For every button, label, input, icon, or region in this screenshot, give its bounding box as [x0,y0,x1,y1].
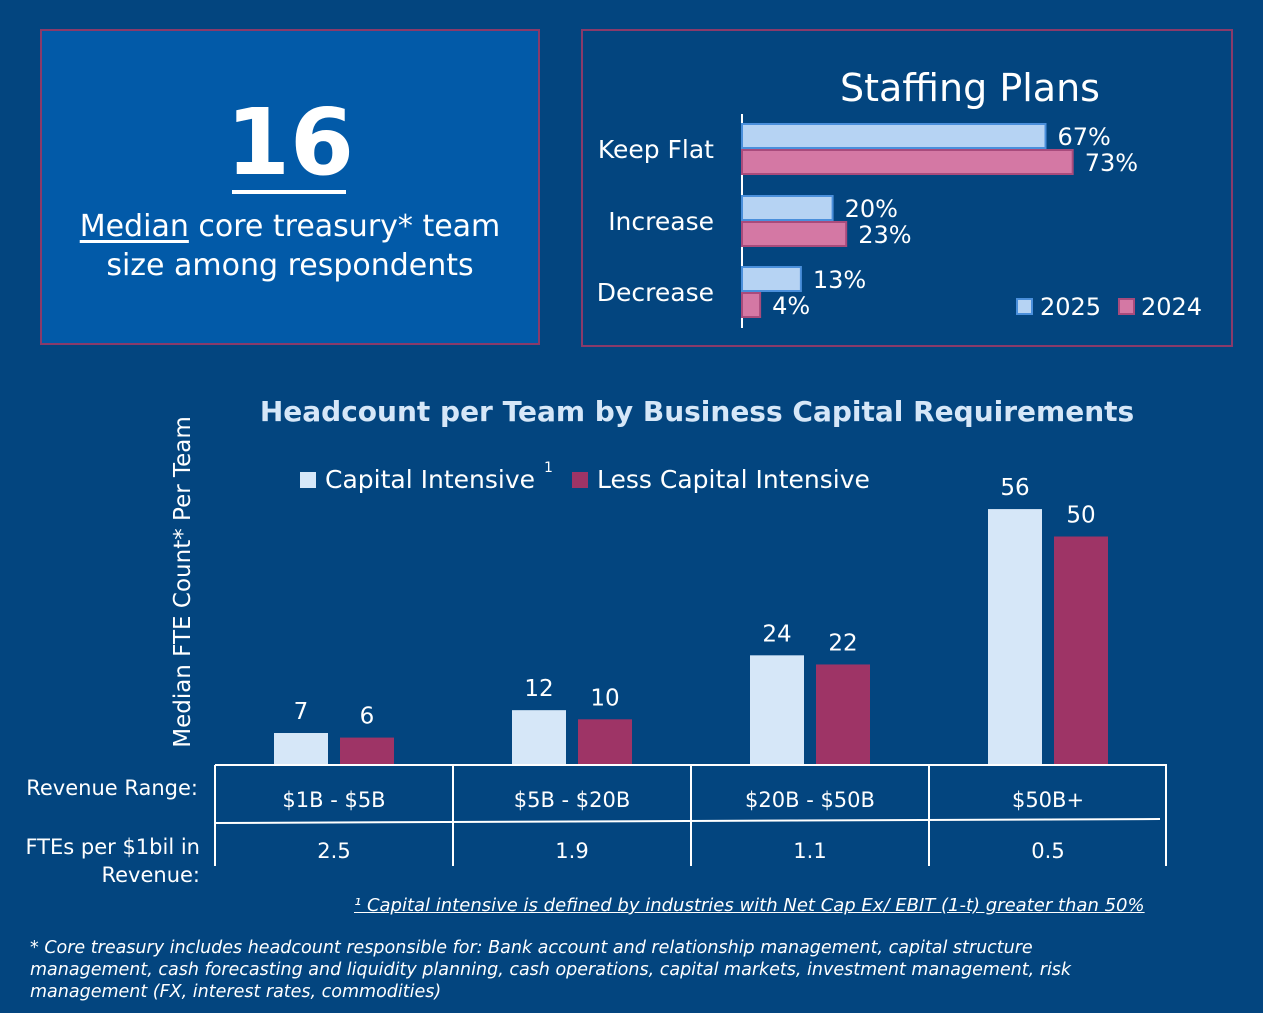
headcount-bar-20b-50b-capital-intensive [750,655,804,765]
headcount-legend: Capital Intensive 1 Less Capital Intensi… [300,460,870,494]
legend-label-less-capital-intensive: Less Capital Intensive [597,465,870,494]
stat-desc-line2: size among respondents [106,248,474,283]
headcount-bar-1b-5b-capital-intensive [274,733,328,765]
table-ftes-per-bil-5b-20b: 1.9 [555,839,588,863]
footnote-capital-intensive: ¹ Capital intensive is defined by indust… [354,895,1145,916]
headcount-bar-5b-20b-less-capital-intensive [578,719,632,765]
staffing-bar-increase-2025 [741,195,834,221]
legend-label-2024: 2024 [1141,293,1202,321]
table-ftes-per-bil-50b: 0.5 [1031,839,1064,863]
staffing-bar-label-decrease-2024: 4% [772,292,810,320]
table-row-label-revenue-range: Revenue Range: [26,776,198,800]
staffing-chart-title: Staffing Plans [840,66,1100,110]
revenue-table-grid [214,764,1167,866]
headcount-bar-50b-less-capital-intensive [1054,536,1108,765]
headcount-chart-title: Headcount per Team by Business Capital R… [260,395,1134,428]
headcount-bar-label-5b-20b-less-capital-intensive: 10 [590,685,619,711]
headcount-bar-label-50b-capital-intensive: 56 [1000,475,1029,501]
legend-label-capital-intensive: Capital Intensive [325,465,535,494]
stat-desc-line1: core treasury* team [188,209,501,244]
headcount-bar-5b-20b-capital-intensive [512,710,566,765]
legend-swatch-capital-intensive [300,472,316,488]
staffing-bar-keep-flat-2025 [741,123,1047,149]
table-row-label-ftes-line1: FTEs per $1bil in [25,835,200,859]
legend-superscript: 1 [544,460,553,476]
headcount-bar-label-50b-less-capital-intensive: 50 [1066,503,1095,529]
headcount-y-axis-label: Median FTE Count* Per Team [170,416,196,748]
table-revenue-range-20b-50b: $20B - $50B [745,788,875,812]
staffing-bar-label-keep-flat-2024: 73% [1085,149,1138,177]
headcount-bar-label-1b-5b-capital-intensive: 7 [294,699,309,725]
table-revenue-range-5b-20b: $5B - $20B [514,788,631,812]
stat-description: Median core treasury* team size among re… [42,207,538,285]
staffing-bar-increase-2024 [741,221,848,247]
staffing-bar-decrease-2024 [741,292,762,318]
table-ftes-per-bil-1b-5b: 2.5 [317,839,350,863]
stat-desc-underlined: Median [79,209,189,244]
legend-swatch-2024 [1118,298,1135,315]
headcount-bar-label-5b-20b-capital-intensive: 12 [524,676,553,702]
staffing-bar-decrease-2025 [741,266,802,292]
staffing-bar-label-keep-flat-2025: 67% [1058,123,1111,151]
staffing-bar-label-increase-2025: 20% [845,195,898,223]
legend-label-2025: 2025 [1040,293,1101,321]
staffing-bar-keep-flat-2024 [741,149,1074,175]
table-revenue-range-50b: $50B+ [1012,788,1084,812]
stat-number-underline [232,190,346,194]
staffing-bar-label-increase-2024: 23% [858,221,911,249]
legend-swatch-less-capital-intensive [572,472,588,488]
legend-swatch-2025 [1016,298,1033,315]
headcount-bar-1b-5b-less-capital-intensive [340,737,394,765]
table-ftes-per-bil-20b-50b: 1.1 [793,839,826,863]
table-row-label-ftes-line2: Revenue: [101,863,200,887]
stat-number: 16 [225,89,355,196]
staffing-category-decrease: Decrease [597,278,714,307]
table-revenue-range-1b-5b: $1B - $5B [282,788,385,812]
footnote-core-treasury: * Core treasury includes headcount respo… [30,938,1072,1002]
headcount-bar-50b-capital-intensive [988,509,1042,765]
staffing-category-keep-flat: Keep Flat [598,135,714,164]
median-stat-card: 16 Median core treasury* team size among… [40,29,540,345]
headcount-bar-20b-50b-less-capital-intensive [816,664,870,765]
staffing-bar-label-decrease-2025: 13% [813,266,866,294]
headcount-bar-label-20b-50b-capital-intensive: 24 [762,621,791,647]
headcount-bar-label-1b-5b-less-capital-intensive: 6 [360,704,375,730]
staffing-category-increase: Increase [608,207,714,236]
staffing-legend: 2025 2024 [1016,293,1202,321]
staffing-plans-card [581,29,1233,347]
headcount-bar-label-20b-50b-less-capital-intensive: 22 [828,630,857,656]
